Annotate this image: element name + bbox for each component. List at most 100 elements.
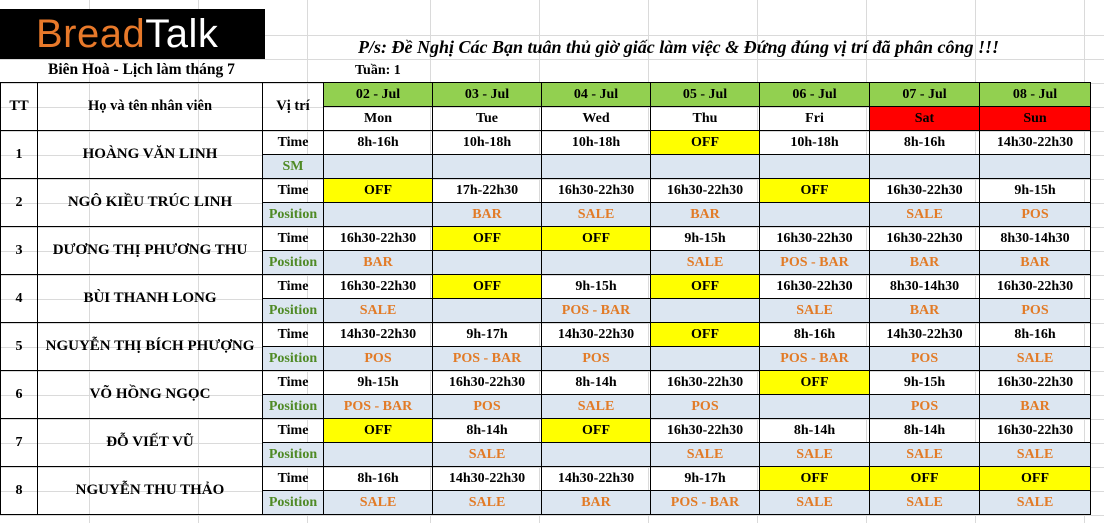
shift-cell[interactable]: 16h30-22h30 — [650, 178, 760, 203]
position-cell[interactable]: SALE — [323, 490, 433, 515]
shift-cell-off[interactable]: OFF — [650, 274, 760, 299]
position-cell[interactable] — [432, 298, 542, 323]
position-cell[interactable] — [759, 202, 870, 227]
position-cell[interactable] — [541, 250, 651, 275]
header-position[interactable]: Vị trí — [262, 82, 324, 131]
position-label[interactable]: Position — [262, 346, 324, 371]
employee-number[interactable]: 8 — [0, 466, 38, 515]
shift-cell-off[interactable]: OFF — [979, 466, 1091, 491]
position-cell[interactable]: BAR — [650, 202, 760, 227]
position-cell[interactable]: POS - BAR — [432, 346, 542, 371]
employee-number[interactable]: 1 — [0, 130, 38, 179]
shift-cell[interactable]: 14h30-22h30 — [869, 322, 980, 347]
position-cell[interactable]: POS — [432, 394, 542, 419]
employee-name[interactable]: DƯƠNG THỊ PHƯƠNG THU — [37, 226, 263, 275]
position-cell[interactable] — [323, 154, 433, 179]
position-cell[interactable]: SALE — [759, 298, 870, 323]
position-cell[interactable]: SALE — [541, 394, 651, 419]
position-cell[interactable] — [432, 154, 542, 179]
shift-cell[interactable]: 10h-18h — [759, 130, 870, 155]
day-header[interactable]: Wed — [541, 106, 651, 131]
shift-cell[interactable]: 8h-16h — [869, 130, 980, 155]
shift-cell[interactable]: 14h30-22h30 — [432, 466, 542, 491]
shift-cell[interactable]: 16h30-22h30 — [869, 226, 980, 251]
shift-cell[interactable]: 8h-14h — [869, 418, 980, 443]
time-label[interactable]: Time — [262, 466, 324, 491]
position-cell[interactable]: POS - BAR — [759, 346, 870, 371]
position-cell[interactable]: SALE — [323, 298, 433, 323]
position-label[interactable]: Position — [262, 202, 324, 227]
position-cell[interactable]: POS — [979, 298, 1091, 323]
shift-cell[interactable]: 8h-16h — [323, 466, 433, 491]
position-cell[interactable] — [759, 154, 870, 179]
shift-cell[interactable]: 9h-15h — [869, 370, 980, 395]
day-header[interactable]: Mon — [323, 106, 433, 131]
shift-cell[interactable]: 16h30-22h30 — [650, 370, 760, 395]
header-employee-name[interactable]: Họ và tên nhân viên — [37, 82, 263, 131]
position-cell[interactable]: BAR — [541, 490, 651, 515]
position-cell[interactable] — [541, 154, 651, 179]
shift-cell[interactable]: 16h30-22h30 — [979, 418, 1091, 443]
shift-cell[interactable]: 8h30-14h30 — [869, 274, 980, 299]
position-cell[interactable]: BAR — [869, 298, 980, 323]
date-header[interactable]: 03 - Jul — [432, 82, 542, 107]
employee-name[interactable]: HOÀNG VĂN LINH — [37, 130, 263, 179]
employee-number[interactable]: 7 — [0, 418, 38, 467]
time-label[interactable]: Time — [262, 226, 324, 251]
position-cell[interactable]: SALE — [979, 490, 1091, 515]
position-cell[interactable] — [323, 202, 433, 227]
day-header-weekend[interactable]: Sat — [869, 106, 980, 131]
employee-name[interactable]: VÕ HỒNG NGỌC — [37, 370, 263, 419]
shift-cell[interactable]: 9h-17h — [432, 322, 542, 347]
shift-cell[interactable]: 14h30-22h30 — [541, 322, 651, 347]
employee-number[interactable]: 2 — [0, 178, 38, 227]
position-cell[interactable]: POS — [869, 346, 980, 371]
employee-name[interactable]: ĐỖ VIẾT VŨ — [37, 418, 263, 467]
shift-cell[interactable]: 10h-18h — [541, 130, 651, 155]
date-header[interactable]: 02 - Jul — [323, 82, 433, 107]
position-cell[interactable]: BAR — [979, 394, 1091, 419]
shift-cell[interactable]: 14h30-22h30 — [323, 322, 433, 347]
position-cell[interactable]: POS - BAR — [650, 490, 760, 515]
shift-cell[interactable]: 14h30-22h30 — [979, 130, 1091, 155]
position-label[interactable]: Position — [262, 394, 324, 419]
position-cell[interactable]: SALE — [759, 442, 870, 467]
shift-cell[interactable]: 16h30-22h30 — [323, 226, 433, 251]
position-label[interactable]: Position — [262, 442, 324, 467]
position-cell[interactable]: POS — [323, 346, 433, 371]
position-cell[interactable]: POS — [541, 346, 651, 371]
shift-cell-off[interactable]: OFF — [323, 178, 433, 203]
position-cell[interactable]: SALE — [759, 490, 870, 515]
position-cell[interactable]: SALE — [979, 442, 1091, 467]
position-cell[interactable]: BAR — [323, 250, 433, 275]
position-cell[interactable] — [650, 154, 760, 179]
position-label[interactable]: Position — [262, 298, 324, 323]
position-cell[interactable] — [759, 394, 870, 419]
shift-cell-off[interactable]: OFF — [432, 226, 542, 251]
time-label[interactable]: Time — [262, 418, 324, 443]
position-cell[interactable]: POS - BAR — [759, 250, 870, 275]
employee-name[interactable]: NGUYỄN THỊ BÍCH PHƯỢNG — [37, 322, 263, 371]
position-cell[interactable]: SALE — [979, 346, 1091, 371]
shift-cell[interactable]: 14h30-22h30 — [541, 466, 651, 491]
shift-cell[interactable]: 8h-16h — [759, 322, 870, 347]
shift-cell[interactable]: 8h-14h — [759, 418, 870, 443]
position-label[interactable]: SM — [262, 154, 324, 179]
shift-cell[interactable]: 16h30-22h30 — [979, 370, 1091, 395]
position-label[interactable]: Position — [262, 490, 324, 515]
shift-cell[interactable]: 8h-16h — [979, 322, 1091, 347]
shift-cell[interactable]: 9h-15h — [323, 370, 433, 395]
shift-cell[interactable]: 9h-17h — [650, 466, 760, 491]
shift-cell-off[interactable]: OFF — [650, 130, 760, 155]
shift-cell[interactable]: 16h30-22h30 — [650, 418, 760, 443]
shift-cell-off[interactable]: OFF — [869, 466, 980, 491]
employee-number[interactable]: 4 — [0, 274, 38, 323]
shift-cell-off[interactable]: OFF — [541, 226, 651, 251]
shift-cell[interactable]: 16h30-22h30 — [759, 226, 870, 251]
date-header[interactable]: 06 - Jul — [759, 82, 870, 107]
shift-cell-off[interactable]: OFF — [541, 418, 651, 443]
shift-cell-off[interactable]: OFF — [323, 418, 433, 443]
position-cell[interactable]: SALE — [432, 490, 542, 515]
position-cell[interactable]: POS - BAR — [541, 298, 651, 323]
shift-cell-off[interactable]: OFF — [759, 370, 870, 395]
